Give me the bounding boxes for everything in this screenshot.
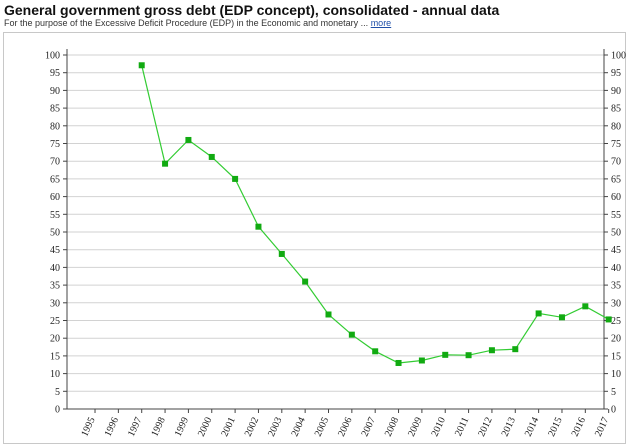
y-tick-label-left: 95 [50,68,60,79]
y-tick-label-right: 35 [611,281,621,292]
y-tick-label-right: 100 [611,51,626,62]
data-point-2014 [535,310,542,317]
y-tick-label-left: 55 [50,210,60,221]
data-point-2015 [558,314,565,321]
y-tick-label-right: 65 [611,174,621,185]
data-point-2000 [208,153,215,160]
data-point-2010 [442,351,449,358]
y-tick-label-right: 95 [611,68,621,79]
data-point-2017 [605,316,612,323]
data-point-2016 [582,303,589,310]
y-tick-label-left: 20 [50,334,60,345]
data-point-2013 [512,346,519,353]
x-tick-label: 2014 [523,416,541,439]
data-point-1999 [185,136,192,143]
y-tick-label-right: 0 [611,405,616,416]
data-point-2002 [255,223,262,230]
x-tick-label: 2004 [289,416,307,439]
data-point-2004 [302,278,309,285]
y-tick-label-left: 60 [50,192,60,203]
subtitle-text: For the purpose of the Excessive Deficit… [4,18,369,28]
y-tick-label-left: 80 [50,121,60,132]
y-tick-label-left: 70 [50,157,60,168]
x-tick-label: 2010 [430,416,448,439]
y-tick-label-right: 50 [611,228,621,239]
x-tick-label: 1997 [126,416,144,439]
chart-header: General government gross debt (EDP conce… [4,2,624,29]
data-point-2008 [395,359,402,366]
data-point-2001 [232,175,239,182]
x-tick-label: 1995 [79,416,97,439]
x-tick-label: 2001 [219,416,237,439]
x-tick-label: 2006 [336,416,354,439]
data-point-2011 [465,352,472,359]
y-tick-label-left: 10 [50,369,60,380]
x-tick-label: 2016 [570,416,588,439]
chart-title: General government gross debt (EDP conce… [4,2,500,18]
x-tick-label: 2009 [406,416,424,439]
x-tick-label: 2003 [266,416,284,439]
y-tick-label-left: 40 [50,263,60,274]
y-tick-label-right: 90 [611,86,621,97]
y-tick-label-right: 60 [611,192,621,203]
y-tick-label-right: 45 [611,245,621,256]
x-tick-label: 2007 [359,416,377,439]
y-tick-label-left: 85 [50,104,60,115]
x-tick-label: 2002 [243,416,261,439]
y-tick-label-left: 0 [55,405,60,416]
y-tick-label-left: 90 [50,86,60,97]
x-tick-label: 2008 [383,416,401,439]
y-tick-label-right: 15 [611,351,621,362]
y-tick-label-right: 55 [611,210,621,221]
y-tick-label-left: 25 [50,316,60,327]
data-point-2007 [372,348,379,355]
x-tick-label: 2013 [500,416,518,439]
chart-frame [3,32,626,444]
x-tick-label: 2015 [546,416,564,439]
y-tick-label-right: 85 [611,104,621,115]
x-tick-label: 2012 [476,416,494,439]
data-point-2003 [278,250,285,257]
data-point-2012 [488,347,495,354]
y-tick-label-left: 30 [50,298,60,309]
x-tick-label: 1999 [173,416,191,439]
x-tick-label: 2005 [313,416,331,439]
y-tick-label-right: 80 [611,121,621,132]
data-point-1998 [162,160,169,167]
data-point-2006 [348,331,355,338]
y-tick-label-left: 65 [50,174,60,185]
y-tick-label-right: 30 [611,298,621,309]
x-tick-label: 2000 [196,416,214,439]
y-tick-label-left: 100 [45,51,60,62]
x-tick-label: 2011 [453,416,471,438]
y-tick-label-right: 70 [611,157,621,168]
y-tick-label-left: 5 [55,387,60,398]
more-link[interactable]: more [370,18,392,28]
x-tick-label: 1996 [103,416,121,439]
y-tick-label-left: 45 [50,245,60,256]
y-tick-label-right: 75 [611,139,621,150]
data-point-1997 [138,62,145,69]
y-tick-label-right: 10 [611,369,621,380]
x-tick-label: 2017 [593,416,611,439]
y-tick-label-right: 40 [611,263,621,274]
y-tick-label-right: 5 [611,387,616,398]
y-tick-label-left: 75 [50,139,60,150]
chart-subtitle: For the purpose of the Excessive Deficit… [4,18,624,29]
y-tick-label-left: 15 [50,351,60,362]
y-tick-label-left: 35 [50,281,60,292]
x-tick-label: 1998 [149,416,167,439]
y-tick-label-right: 20 [611,334,621,345]
data-point-2009 [418,357,425,364]
y-tick-label-left: 50 [50,228,60,239]
y-tick-label-right: 25 [611,316,621,327]
data-point-2005 [325,311,332,318]
